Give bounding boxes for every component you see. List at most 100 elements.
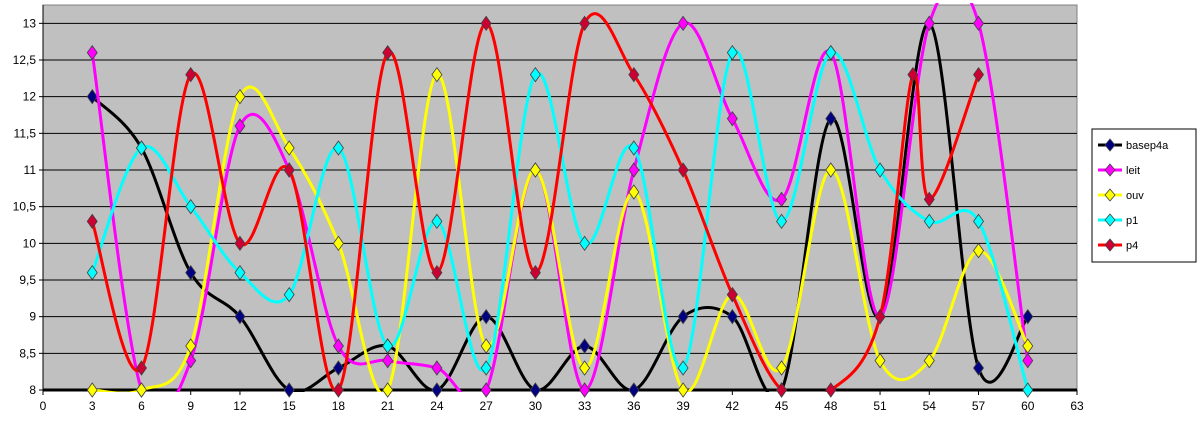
data-point (825, 110, 837, 127)
data-point (677, 382, 689, 398)
data-point (431, 382, 443, 398)
data-point (234, 308, 246, 325)
x-tick-label: 21 (381, 399, 395, 413)
x-tick-label: 18 (332, 399, 346, 413)
legend: basep4a leit ouv p1 p4 (1091, 128, 1197, 263)
legend-swatch-marker (1104, 213, 1116, 227)
data-point (332, 382, 344, 398)
x-tick-label: 15 (283, 399, 297, 413)
data-point (234, 264, 246, 281)
data-point (185, 338, 197, 354)
series-p1 (86, 44, 1034, 398)
data-point (973, 213, 985, 230)
x-tick-label: 57 (972, 399, 986, 413)
legend-item-p1: p1 (1098, 213, 1138, 227)
x-tick-label: 9 (187, 399, 194, 413)
data-point (874, 308, 886, 325)
x-tick-label: 30 (529, 399, 543, 413)
data-point (86, 382, 98, 398)
x-tick-label: 3 (89, 399, 96, 413)
data-point (825, 44, 837, 61)
data-point (874, 162, 886, 178)
data-point (874, 352, 886, 369)
data-point (135, 382, 147, 398)
legend-swatch-marker (1104, 238, 1116, 252)
data-point (776, 191, 788, 208)
data-point (628, 184, 640, 200)
data-point (431, 66, 443, 83)
series-line-ouv (92, 73, 1030, 392)
data-point (185, 264, 197, 281)
data-point (1022, 308, 1034, 325)
y-tick-label: 11,5 (14, 126, 37, 140)
x-tick-label: 42 (726, 399, 740, 413)
x-tick-label: 45 (775, 399, 789, 413)
data-point (628, 66, 640, 83)
data-point (480, 308, 492, 325)
data-point (431, 264, 443, 281)
legend-label: ouv (1126, 190, 1144, 202)
x-tick-label: 54 (923, 399, 937, 413)
data-point (135, 140, 147, 156)
data-point (726, 308, 738, 325)
x-tick-label: 36 (627, 399, 641, 413)
y-tick-label: 10,5 (13, 200, 37, 214)
y-tick-label: 9,5 (19, 273, 36, 287)
x-tick-label: 48 (824, 399, 838, 413)
y-tick-label: 10 (23, 236, 37, 250)
data-point (579, 360, 591, 376)
series-ouv (86, 66, 1034, 398)
data-point (973, 66, 985, 83)
legend-label: p4 (1126, 240, 1138, 252)
legend-item-ouv: ouv (1098, 188, 1144, 202)
data-point (973, 360, 985, 376)
data-point (923, 213, 935, 230)
y-tick-label: 12 (23, 90, 37, 104)
series-line-p4 (90, 12, 980, 392)
data-point (923, 191, 935, 208)
data-point (382, 352, 394, 369)
x-tick-label: 27 (479, 399, 493, 413)
data-point (431, 213, 443, 230)
y-tick-label: 12,5 (13, 53, 37, 67)
data-point (332, 360, 344, 376)
data-point (677, 15, 689, 32)
legend-item-leit: leit (1098, 163, 1140, 177)
data-point (677, 162, 689, 178)
legend-item-basep4a: basep4a (1098, 138, 1169, 152)
legend-swatch-marker (1104, 163, 1116, 177)
data-point (234, 235, 246, 252)
x-tick-label: 12 (233, 399, 247, 413)
data-point (480, 338, 492, 354)
data-point (480, 360, 492, 376)
data-point (923, 352, 935, 369)
data-point (529, 162, 541, 178)
data-point (776, 382, 788, 398)
data-point (579, 338, 591, 354)
legend-swatch-marker (1104, 188, 1116, 202)
data-point (332, 140, 344, 156)
y-tick-label: 9 (29, 310, 36, 324)
x-tick-label: 60 (1021, 399, 1035, 413)
y-tick-label: 8 (29, 383, 36, 397)
x-tick-label: 39 (676, 399, 690, 413)
data-point (185, 198, 197, 215)
legend-label: basep4a (1126, 140, 1169, 152)
data-point (579, 382, 591, 398)
y-tick-label: 8,5 (19, 346, 36, 360)
data-point (332, 235, 344, 252)
x-tick-label: 24 (430, 399, 444, 413)
data-point (677, 360, 689, 376)
data-point (973, 15, 985, 32)
data-point (1022, 352, 1034, 369)
y-tick-label: 11 (24, 163, 37, 177)
data-point (431, 360, 443, 376)
data-point (86, 213, 98, 230)
data-point (283, 286, 295, 303)
data-point (726, 110, 738, 127)
data-point (628, 162, 640, 178)
legend-label: leit (1126, 165, 1140, 177)
